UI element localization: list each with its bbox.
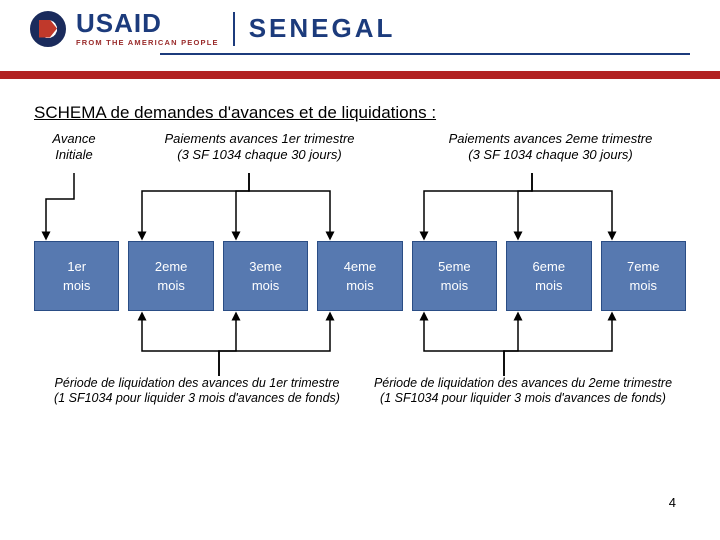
advances-diagram: Avance Initiale Paiements avances 1er tr… <box>34 131 686 461</box>
top-label-text: (3 SF 1034 chaque 30 jours) <box>415 147 686 163</box>
bottom-label-text: Période de liquidation des avances du 2e… <box>360 376 686 392</box>
header-underline <box>160 53 690 55</box>
month-box: 1er mois <box>34 241 119 311</box>
box-line2: mois <box>413 278 496 293</box>
box-line1: 5eme <box>413 259 496 274</box>
box-line1: 4eme <box>318 259 401 274</box>
bottom-label-1: Période de liquidation des avances du 1e… <box>34 376 360 407</box>
top-label-2: Paiements avances 1er trimestre (3 SF 10… <box>124 131 395 164</box>
top-label-3: Paiements avances 2eme trimestre (3 SF 1… <box>415 131 686 164</box>
top-labels: Avance Initiale Paiements avances 1er tr… <box>34 131 686 164</box>
box-line1: 1er <box>35 259 118 274</box>
month-box: 2eme mois <box>128 241 213 311</box>
month-box: 3eme mois <box>223 241 308 311</box>
slide-title: SCHEMA de demandes d'avances et de liqui… <box>34 103 686 123</box>
top-label-1: Avance Initiale <box>34 131 114 164</box>
top-label-text: Avance <box>34 131 114 147</box>
bottom-label-text: (1 SF1034 pour liquider 3 mois d'avances… <box>360 391 686 407</box>
month-box: 4eme mois <box>317 241 402 311</box>
month-box: 7eme mois <box>601 241 686 311</box>
box-line2: mois <box>35 278 118 293</box>
bottom-label-2: Période de liquidation des avances du 2e… <box>360 376 686 407</box>
brand-tagline: FROM THE AMERICAN PEOPLE <box>76 38 219 47</box>
top-label-text: (3 SF 1034 chaque 30 jours) <box>124 147 395 163</box>
box-line1: 6eme <box>507 259 590 274</box>
content: SCHEMA de demandes d'avances et de liqui… <box>0 79 720 461</box>
brand-block: USAID FROM THE AMERICAN PEOPLE <box>76 10 219 47</box>
bottom-label-text: Période de liquidation des avances du 1e… <box>34 376 360 392</box>
top-label-text: Paiements avances 2eme trimestre <box>415 131 686 147</box>
box-line1: 2eme <box>129 259 212 274</box>
box-line2: mois <box>224 278 307 293</box>
red-rule <box>0 71 720 79</box>
divider-icon <box>233 12 235 46</box>
box-line2: mois <box>318 278 401 293</box>
top-label-text: Initiale <box>34 147 114 163</box>
box-line1: 3eme <box>224 259 307 274</box>
header: USAID FROM THE AMERICAN PEOPLE SENEGAL <box>0 0 720 53</box>
month-box: 5eme mois <box>412 241 497 311</box>
page-number: 4 <box>669 495 676 510</box>
top-label-text: Paiements avances 1er trimestre <box>124 131 395 147</box>
month-box: 6eme mois <box>506 241 591 311</box>
month-boxes: 1er mois 2eme mois 3eme mois 4eme mois 5… <box>34 241 686 311</box>
box-line2: mois <box>602 278 685 293</box>
bottom-labels: Période de liquidation des avances du 1e… <box>34 376 686 407</box>
box-line2: mois <box>129 278 212 293</box>
box-line1: 7eme <box>602 259 685 274</box>
brand-name: USAID <box>76 10 219 36</box>
box-line2: mois <box>507 278 590 293</box>
country-name: SENEGAL <box>249 13 396 44</box>
usaid-seal-icon <box>30 11 66 47</box>
bottom-label-text: (1 SF1034 pour liquider 3 mois d'avances… <box>34 391 360 407</box>
